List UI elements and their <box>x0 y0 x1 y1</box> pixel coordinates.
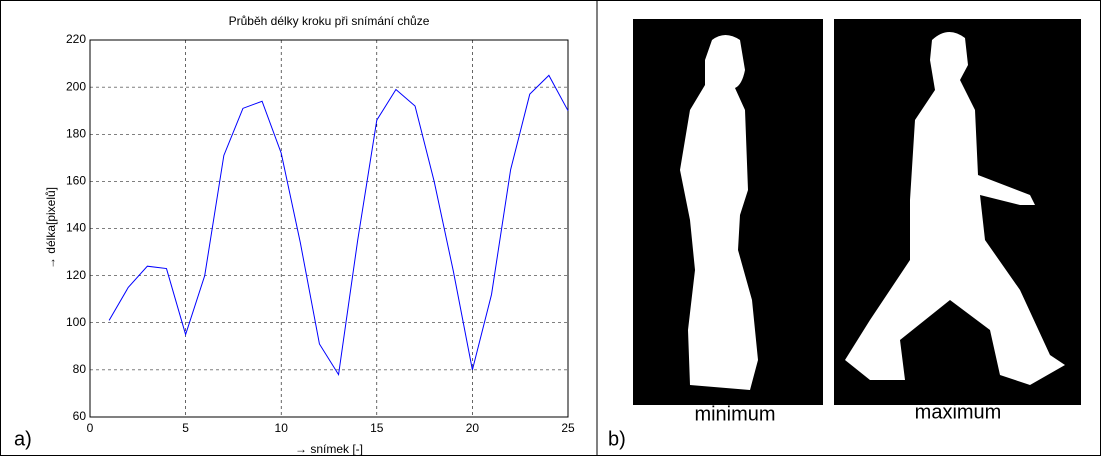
y-tick-label: 200 <box>66 79 86 93</box>
y-tick-label: 220 <box>66 32 86 46</box>
silhouette-maximum <box>834 19 1081 405</box>
x-tick-label: 5 <box>182 421 189 435</box>
x-axis-label: → snímek [-] <box>295 442 363 456</box>
x-tick-label: 15 <box>370 421 384 435</box>
x-tick-label: 20 <box>466 421 480 435</box>
y-tick-label: 140 <box>66 221 86 235</box>
y-tick-label: 180 <box>66 126 86 140</box>
panel-label: a) <box>14 428 32 450</box>
silhouette-minimum <box>633 19 823 405</box>
x-tick-label: 25 <box>561 421 575 435</box>
y-tick-label: 120 <box>66 268 86 282</box>
x-tick-label: 10 <box>275 421 289 435</box>
x-tick-label: 0 <box>87 421 94 435</box>
y-tick-label: 160 <box>66 174 86 188</box>
data-line <box>108 74 569 377</box>
y-tick-label: 100 <box>66 315 86 329</box>
plot-area <box>89 39 569 418</box>
image-caption: minimum <box>694 403 775 425</box>
y-axis-label: → délka[pixelů] <box>44 187 58 269</box>
y-tick-label: 60 <box>73 409 87 423</box>
panel-label: b) <box>608 428 626 450</box>
chart-title: Průběh délky kroku při snímání chůze <box>229 14 430 28</box>
image-caption: maximum <box>915 401 1002 423</box>
y-tick-label: 80 <box>73 362 87 376</box>
